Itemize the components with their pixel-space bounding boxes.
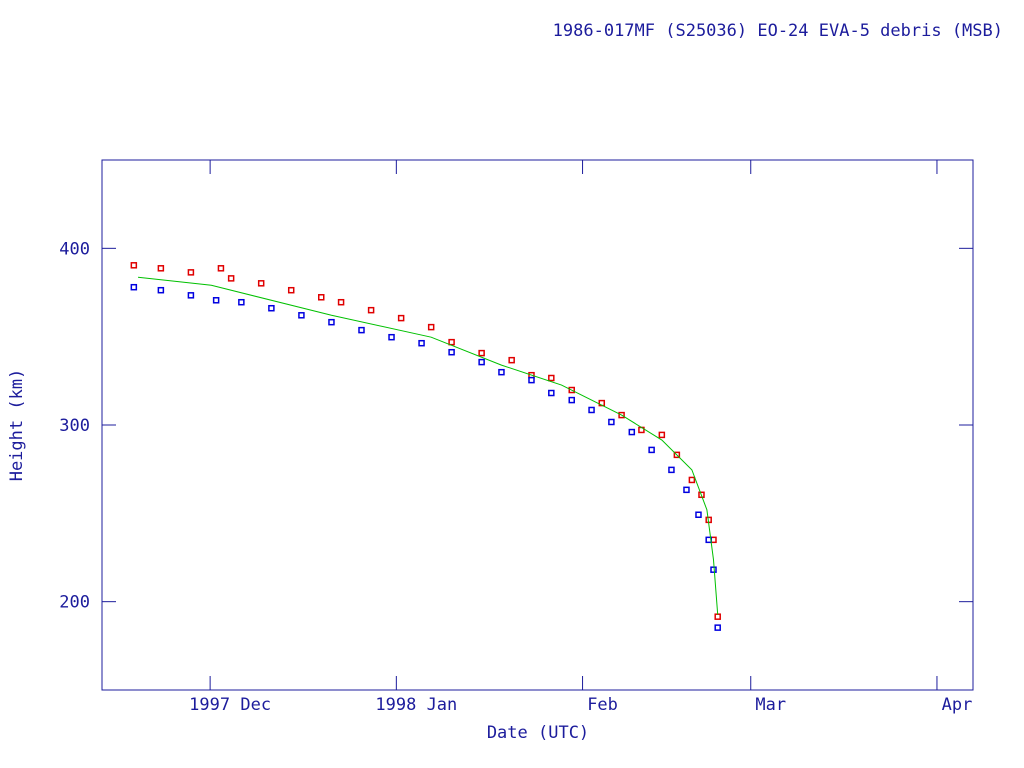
y-axis-label: Height (km) [7,369,27,482]
point [238,298,245,306]
point [217,265,225,272]
point [448,348,455,356]
point [130,262,138,269]
point [498,368,505,376]
point [478,358,485,366]
point [648,446,655,454]
point [548,374,555,382]
point [427,323,435,331]
point [358,326,365,334]
point [157,286,165,294]
point [287,286,295,294]
point [268,304,275,312]
point [448,338,455,346]
trend-line [137,276,719,615]
point [187,269,195,276]
plot-frame [101,159,974,691]
point [714,624,721,631]
point [668,466,675,474]
point [508,356,515,364]
point [418,339,425,347]
point [367,306,375,314]
x-axis-label: Date (UTC) [487,723,589,743]
point [318,294,325,301]
chart-title: 1986-017MF (S25036) EO-24 EVA-5 debris (… [553,21,1003,41]
point [683,486,690,494]
x-tick-label: 1998 Jan [375,695,457,715]
y-tick-label: 400 [59,239,90,259]
point [337,298,345,306]
point [628,428,636,436]
point [568,396,575,404]
y-tick-label: 200 [59,593,90,613]
point [608,418,615,426]
point [588,406,595,414]
point [298,312,305,319]
point [714,613,721,620]
x-tick-label: Feb [587,695,618,715]
point [397,314,405,322]
point [257,280,265,287]
point [478,349,485,357]
x-tick-label: Apr [942,695,973,715]
point [695,511,702,518]
point [212,297,220,304]
point [658,431,666,439]
point [157,265,165,272]
point [548,389,555,397]
x-tick-label: Mar [755,695,786,715]
point [528,376,535,384]
point [710,566,717,573]
point [130,283,138,291]
point [688,476,696,484]
point [328,318,335,326]
y-tick-label: 300 [59,416,90,436]
point [227,275,235,282]
point [187,292,195,299]
x-tick-label: 1997 Dec [189,695,271,715]
point [388,333,395,341]
